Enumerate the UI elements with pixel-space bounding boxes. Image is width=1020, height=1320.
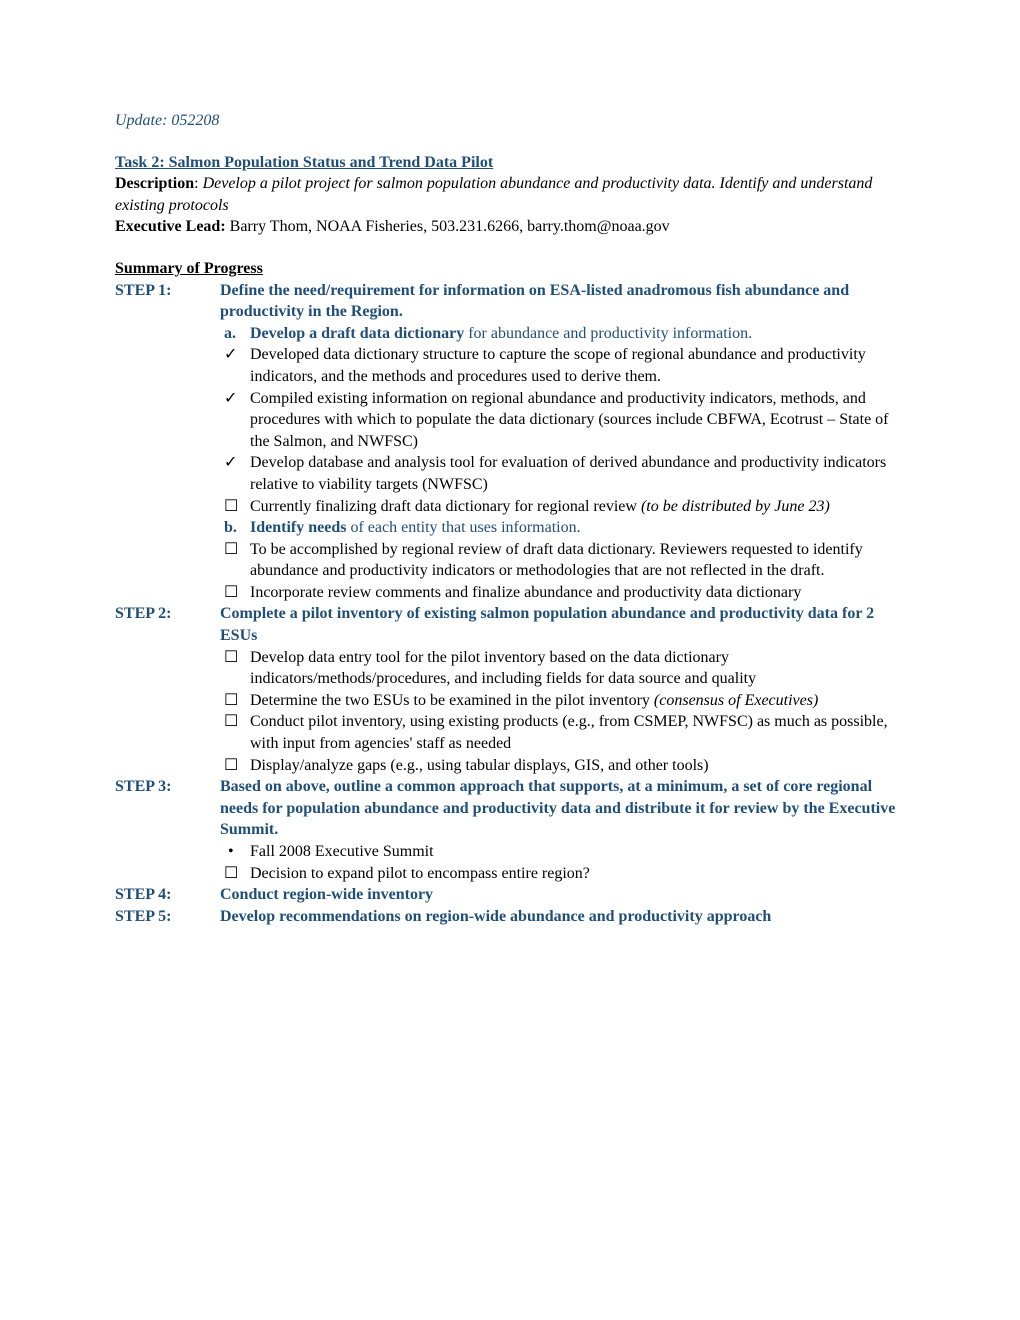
item-text: Develop database and analysis tool for e…	[250, 452, 905, 495]
check-icon: ✓	[220, 388, 250, 453]
step-1-b: b. Identify needs of each entity that us…	[220, 517, 905, 539]
list-item: ✓Develop database and analysis tool for …	[220, 452, 905, 495]
summary-header: Summary of Progress	[115, 258, 905, 280]
step-5: STEP 5: Develop recommendations on regio…	[115, 906, 905, 928]
item-note: (consensus of Executives)	[654, 692, 818, 709]
item-text: Currently finalizing draft data dictiona…	[250, 496, 905, 518]
checkbox-icon: ☐	[220, 647, 250, 690]
checkbox-icon: ☐	[220, 690, 250, 712]
step-4-title: Conduct region-wide inventory	[220, 884, 905, 906]
list-item: ☐Conduct pilot inventory, using existing…	[220, 711, 905, 754]
desc-colon: :	[194, 175, 202, 192]
item-note: (to be distributed by June 23)	[641, 498, 830, 515]
item-text-main: Determine the two ESUs to be examined in…	[250, 692, 654, 709]
checkbox-icon: ☐	[220, 755, 250, 777]
item-text: Compiled existing information on regiona…	[250, 388, 905, 453]
desc-label: Description	[115, 175, 194, 192]
step-5-label: STEP 5:	[115, 906, 220, 928]
list-item: ☐To be accomplished by regional review o…	[220, 539, 905, 582]
step-1-a-rest: for abundance and productivity informati…	[464, 325, 752, 342]
list-item: ☐Develop data entry tool for the pilot i…	[220, 647, 905, 690]
step-1-a: a. Develop a draft data dictionary for a…	[220, 323, 905, 345]
item-text: Decision to expand pilot to encompass en…	[250, 863, 905, 885]
list-item: ☐Determine the two ESUs to be examined i…	[220, 690, 905, 712]
step-1-title: Define the need/requirement for informat…	[220, 280, 905, 323]
list-item: ☐ Currently finalizing draft data dictio…	[220, 496, 905, 518]
desc-text: Develop a pilot project for salmon popul…	[115, 175, 872, 214]
step-1-b-text: Identify needs of each entity that uses …	[250, 517, 581, 539]
step-1-label: STEP 1:	[115, 280, 220, 323]
item-text-main: Currently finalizing draft data dictiona…	[250, 498, 641, 515]
exec-text: Barry Thom, NOAA Fisheries, 503.231.6266…	[226, 218, 670, 235]
checkbox-icon: ☐	[220, 496, 250, 518]
step-1-b-bold: Identify needs	[250, 519, 346, 536]
step-1-b-letter: b.	[220, 517, 250, 539]
list-item: ✓Developed data dictionary structure to …	[220, 344, 905, 387]
step-3: STEP 3: Based on above, outline a common…	[115, 776, 905, 841]
step-2-title: Complete a pilot inventory of existing s…	[220, 603, 905, 646]
step-3-title: Based on above, outline a common approac…	[220, 776, 905, 841]
list-item: ☐Incorporate review comments and finaliz…	[220, 582, 905, 604]
step-1-b-items: ☐To be accomplished by regional review o…	[220, 539, 905, 604]
step-3-items: •Fall 2008 Executive Summit ☐Decision to…	[220, 841, 905, 884]
check-icon: ✓	[220, 344, 250, 387]
item-text: Conduct pilot inventory, using existing …	[250, 711, 905, 754]
step-1-a-text: Develop a draft data dictionary for abun…	[250, 323, 752, 345]
item-text: To be accomplished by regional review of…	[250, 539, 905, 582]
bullet-icon: •	[220, 841, 250, 863]
step-1-b-rest: of each entity that uses information.	[346, 519, 580, 536]
item-text: Develop data entry tool for the pilot in…	[250, 647, 905, 690]
step-2-items: ☐Develop data entry tool for the pilot i…	[220, 647, 905, 777]
step-3-label: STEP 3:	[115, 776, 220, 841]
step-1-a-letter: a.	[220, 323, 250, 345]
step-1: STEP 1: Define the need/requirement for …	[115, 280, 905, 323]
list-item: ✓Compiled existing information on region…	[220, 388, 905, 453]
item-text: Determine the two ESUs to be examined in…	[250, 690, 905, 712]
check-icon: ✓	[220, 452, 250, 495]
exec-label: Executive Lead:	[115, 218, 226, 235]
step-2-label: STEP 2:	[115, 603, 220, 646]
task-title: Task 2: Salmon Population Status and Tre…	[115, 152, 905, 174]
list-item: •Fall 2008 Executive Summit	[220, 841, 905, 863]
step-1-a-bold: Develop a draft data dictionary	[250, 325, 464, 342]
step-1-a-items: ✓Developed data dictionary structure to …	[220, 344, 905, 517]
step-2: STEP 2: Complete a pilot inventory of ex…	[115, 603, 905, 646]
checkbox-icon: ☐	[220, 539, 250, 582]
checkbox-icon: ☐	[220, 863, 250, 885]
exec-line: Executive Lead: Barry Thom, NOAA Fisheri…	[115, 216, 905, 238]
checkbox-icon: ☐	[220, 711, 250, 754]
step-4: STEP 4: Conduct region-wide inventory	[115, 884, 905, 906]
item-text: Developed data dictionary structure to c…	[250, 344, 905, 387]
task-block: Task 2: Salmon Population Status and Tre…	[115, 152, 905, 238]
list-item: ☐Display/analyze gaps (e.g., using tabul…	[220, 755, 905, 777]
description-line: Description: Develop a pilot project for…	[115, 173, 905, 216]
step-5-title: Develop recommendations on region-wide a…	[220, 906, 905, 928]
item-text: Incorporate review comments and finalize…	[250, 582, 905, 604]
checkbox-icon: ☐	[220, 582, 250, 604]
step-4-label: STEP 4:	[115, 884, 220, 906]
list-item: ☐Decision to expand pilot to encompass e…	[220, 863, 905, 885]
item-text: Display/analyze gaps (e.g., using tabula…	[250, 755, 905, 777]
item-text: Fall 2008 Executive Summit	[250, 841, 905, 863]
update-date: Update: 052208	[115, 110, 905, 132]
